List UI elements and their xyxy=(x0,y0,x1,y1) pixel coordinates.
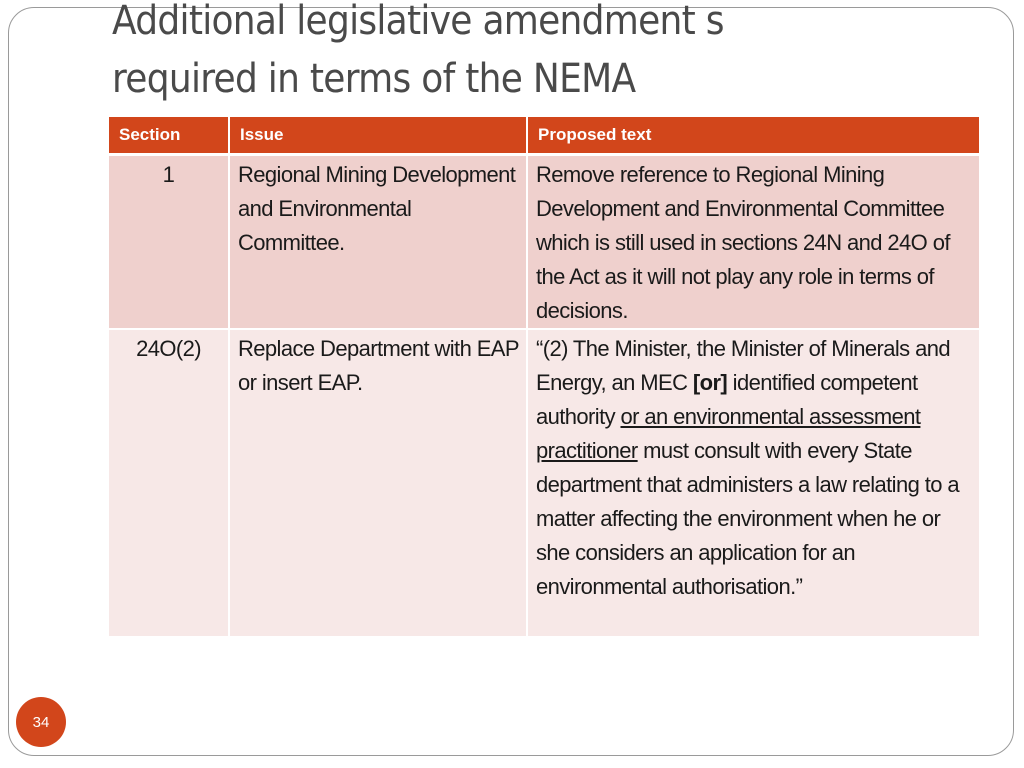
header-section: Section xyxy=(109,117,230,156)
slide-title-line-2: required in terms of the NEMA xyxy=(112,56,636,102)
slide-title-line-1: Additional legislative amendment s xyxy=(112,0,725,44)
cell-proposed-text: “(2) The Minister, the Minister of Miner… xyxy=(527,328,979,638)
table-row: 24O(2) Replace Department with EAP or in… xyxy=(109,328,979,638)
proposed-text-part-3: must consult with every State department… xyxy=(536,437,960,599)
proposed-text-part-2: identified competent authority xyxy=(536,369,918,429)
deleted-word-bold: [or] xyxy=(692,369,728,395)
amendments-table: Section Issue Proposed text 1 Regional M… xyxy=(109,117,979,638)
cell-proposed-text: Remove reference to Regional Mining Deve… xyxy=(527,154,979,330)
cell-section: 1 xyxy=(109,154,230,330)
inserted-text-underlined: or an environmental assessment practitio… xyxy=(536,403,921,463)
cell-issue: Replace Department with EAP or insert EA… xyxy=(229,328,528,638)
header-proposed-text: Proposed text xyxy=(527,117,979,156)
header-issue: Issue xyxy=(229,117,528,156)
slide-title: Additional legislative amendment s requi… xyxy=(112,0,904,108)
table-header-row: Section Issue Proposed text xyxy=(109,117,979,156)
table-row: 1 Regional Mining Development and Enviro… xyxy=(109,154,979,330)
cell-section: 24O(2) xyxy=(109,328,230,638)
page-number-badge: 34 xyxy=(16,697,66,747)
cell-issue: Regional Mining Development and Environm… xyxy=(229,154,528,330)
proposed-text-part-1: “(2) The Minister, the Minister of Miner… xyxy=(536,335,951,395)
